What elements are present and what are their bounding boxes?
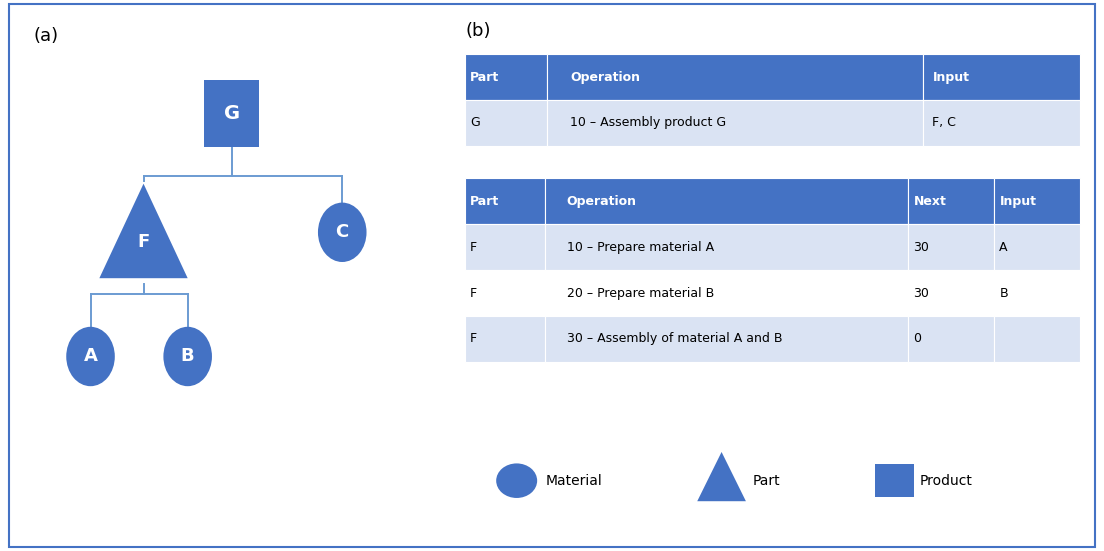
Text: B: B: [999, 287, 1008, 300]
Text: Material: Material: [545, 474, 603, 488]
Circle shape: [66, 327, 115, 386]
Text: Operation: Operation: [570, 71, 640, 84]
FancyBboxPatch shape: [548, 54, 923, 100]
Text: Input: Input: [933, 71, 969, 84]
FancyBboxPatch shape: [995, 270, 1080, 316]
Text: (a): (a): [33, 27, 59, 45]
FancyBboxPatch shape: [466, 100, 548, 146]
Text: 30: 30: [913, 241, 930, 253]
Text: G: G: [224, 104, 240, 123]
Circle shape: [496, 463, 538, 498]
Text: F: F: [137, 233, 150, 251]
FancyBboxPatch shape: [544, 316, 909, 362]
Text: 10 – Assembly product G: 10 – Assembly product G: [570, 116, 726, 129]
FancyBboxPatch shape: [544, 179, 909, 224]
FancyBboxPatch shape: [204, 80, 259, 147]
FancyBboxPatch shape: [548, 100, 923, 146]
Text: B: B: [181, 348, 194, 365]
Circle shape: [318, 203, 367, 262]
Text: Part: Part: [470, 195, 499, 208]
FancyBboxPatch shape: [466, 316, 544, 362]
Text: F: F: [470, 332, 477, 345]
FancyBboxPatch shape: [923, 100, 1080, 146]
Text: 0: 0: [913, 332, 922, 345]
Text: Part: Part: [470, 71, 500, 84]
Text: Operation: Operation: [566, 195, 637, 208]
FancyBboxPatch shape: [875, 464, 914, 497]
Text: F: F: [470, 287, 477, 300]
Text: Input: Input: [999, 195, 1037, 208]
Text: F, C: F, C: [933, 116, 956, 129]
FancyBboxPatch shape: [995, 316, 1080, 362]
FancyBboxPatch shape: [466, 270, 544, 316]
FancyBboxPatch shape: [544, 224, 909, 270]
FancyBboxPatch shape: [466, 224, 544, 270]
Text: (b): (b): [466, 21, 491, 40]
Text: A: A: [84, 348, 97, 365]
FancyBboxPatch shape: [923, 54, 1080, 100]
Circle shape: [163, 327, 212, 386]
Text: F: F: [470, 241, 477, 253]
Text: Part: Part: [752, 474, 779, 488]
Text: Product: Product: [920, 474, 973, 488]
Text: 30 – Assembly of material A and B: 30 – Assembly of material A and B: [566, 332, 782, 345]
Text: Next: Next: [913, 195, 946, 208]
Text: G: G: [470, 116, 480, 129]
FancyBboxPatch shape: [466, 54, 548, 100]
FancyBboxPatch shape: [995, 179, 1080, 224]
FancyBboxPatch shape: [909, 224, 995, 270]
Polygon shape: [99, 183, 188, 278]
Text: 10 – Prepare material A: 10 – Prepare material A: [566, 241, 713, 253]
Polygon shape: [698, 452, 746, 501]
FancyBboxPatch shape: [909, 179, 995, 224]
FancyBboxPatch shape: [909, 316, 995, 362]
FancyBboxPatch shape: [544, 270, 909, 316]
Text: 20 – Prepare material B: 20 – Prepare material B: [566, 287, 714, 300]
FancyBboxPatch shape: [995, 224, 1080, 270]
Text: C: C: [336, 223, 349, 241]
Text: 30: 30: [913, 287, 930, 300]
Text: A: A: [999, 241, 1008, 253]
FancyBboxPatch shape: [466, 179, 544, 224]
FancyBboxPatch shape: [909, 270, 995, 316]
